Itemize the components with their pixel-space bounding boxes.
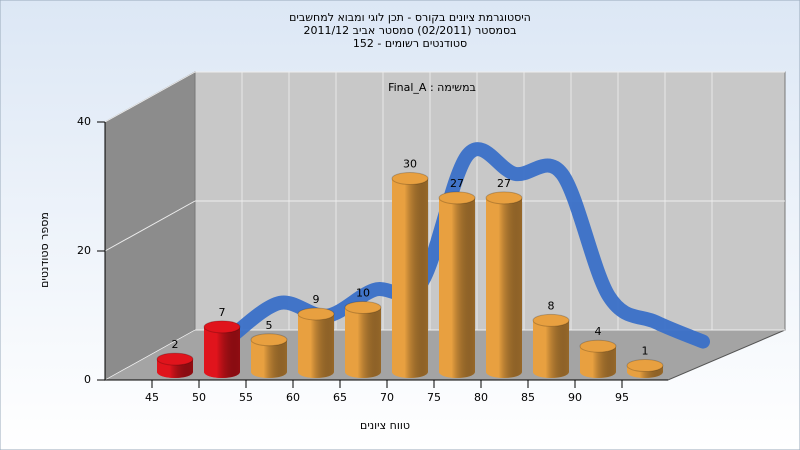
x-tick-label: 55 [239, 391, 253, 404]
value-label: 8 [548, 299, 555, 312]
bar-top [626, 359, 664, 373]
x-tick-label: 60 [286, 391, 300, 404]
bar-top [250, 333, 288, 347]
bar-top [156, 352, 194, 366]
x-tick-label: 95 [615, 391, 629, 404]
bar-top [532, 313, 570, 327]
bar-shade [298, 313, 334, 378]
grid-line [104, 329, 196, 381]
bar [344, 301, 382, 378]
bar-shade [345, 307, 381, 378]
bar-shade [204, 326, 240, 378]
chart-title: היסטוגרמת ציונים בקורס - תכן לוגי ומבוא … [289, 11, 531, 24]
x-axis-label: טווח ציונים [360, 419, 410, 432]
bar [297, 307, 335, 378]
bar [579, 339, 617, 378]
bar-top [297, 307, 335, 321]
bar-shade [251, 339, 287, 378]
bar [391, 172, 429, 378]
value-label: 30 [403, 158, 417, 171]
bar-shade [580, 346, 616, 378]
bar [485, 191, 523, 378]
value-label: 9 [313, 293, 320, 306]
bar-top [579, 339, 617, 353]
chart-subtitle: סטודנטים רשומים - 152 [353, 37, 467, 50]
y-tick-label: 20 [77, 244, 91, 257]
annotation: Final_A : במשימה [388, 81, 476, 94]
value-label: 1 [642, 345, 649, 358]
bar-shade [486, 197, 522, 378]
bar [156, 352, 194, 378]
x-tick-label: 50 [192, 391, 206, 404]
bar-top [391, 172, 429, 185]
y-tick-label: 40 [77, 115, 91, 128]
grid-line [104, 71, 196, 123]
y-tick-label: 0 [84, 373, 91, 386]
x-tick-label: 75 [427, 391, 441, 404]
bar-top [203, 320, 241, 334]
y-axis-label: מספר סטודנטים [38, 212, 51, 288]
bar-top [344, 301, 382, 314]
bar [626, 359, 664, 378]
bar [203, 320, 241, 378]
bar-shade [439, 197, 475, 378]
grid-line [104, 200, 196, 252]
bar-shade [392, 178, 428, 378]
value-label: 5 [266, 319, 273, 332]
x-tick-label: 65 [333, 391, 347, 404]
x-tick-label: 90 [568, 391, 582, 404]
value-label: 27 [450, 177, 464, 190]
bar [438, 191, 476, 378]
value-label: 27 [497, 177, 511, 190]
value-label: 10 [356, 287, 370, 300]
x-tick-label: 70 [380, 391, 394, 404]
value-label: 7 [219, 306, 226, 319]
bar-top [438, 191, 476, 205]
bar [532, 313, 570, 378]
bar-shade [533, 320, 569, 378]
x-tick-label: 85 [521, 391, 535, 404]
bar-top [485, 191, 523, 205]
x-tick-label: 80 [474, 391, 488, 404]
bar [250, 333, 288, 378]
value-label: 4 [595, 325, 602, 338]
x-tick-label: 45 [145, 391, 159, 404]
chart-subtitle: בסמסטר (02/2011) סמסטר אביב 2011/12 [303, 24, 516, 37]
value-label: 2 [172, 338, 179, 351]
